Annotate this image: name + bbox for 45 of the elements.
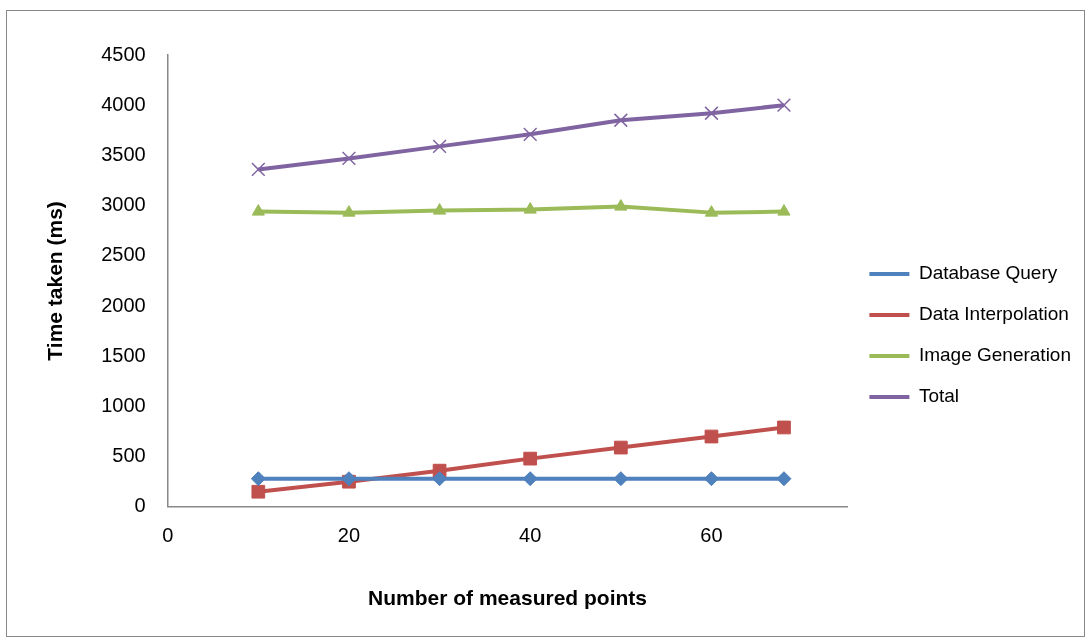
point: [341, 151, 357, 166]
point: [614, 199, 628, 211]
legend-label: Image Generation: [918, 344, 1071, 366]
point: [251, 204, 265, 216]
point: [250, 471, 266, 487]
point: [776, 471, 792, 487]
x-tick-label: 0: [162, 524, 174, 547]
point: [523, 451, 538, 466]
point: [251, 162, 266, 177]
y-tick-label: 1000: [101, 393, 146, 416]
point: [523, 127, 538, 142]
y-tick-label: 1500: [101, 343, 146, 366]
point: [613, 440, 628, 455]
y-tick-label: 0: [134, 494, 146, 517]
point: [776, 98, 792, 113]
point: [704, 429, 719, 444]
point: [522, 471, 538, 487]
y-tick-label: 2500: [101, 243, 146, 266]
point: [704, 106, 719, 121]
point: [703, 471, 719, 487]
y-tick-label: 3500: [101, 142, 146, 165]
point: [613, 113, 628, 128]
point: [777, 420, 791, 435]
legend-label: Database Query: [918, 262, 1058, 284]
y-tick-label: 4500: [101, 42, 146, 65]
legend-label: Total: [918, 385, 960, 407]
point: [342, 205, 356, 217]
point: [523, 202, 537, 214]
point: [432, 471, 448, 487]
x-tick-label: 40: [519, 524, 542, 547]
point: [613, 471, 629, 487]
legend-label: Data Interpolation: [918, 303, 1069, 325]
y-tick-label: 3000: [101, 193, 146, 216]
y-tick-label: 4000: [101, 92, 146, 115]
x-tick-label: 20: [337, 524, 361, 547]
point: [704, 205, 719, 217]
point: [432, 139, 447, 154]
point: [777, 204, 791, 216]
point: [433, 203, 447, 215]
x-axis-title: Number of measured points: [368, 586, 647, 610]
y-tick-label: 500: [112, 444, 146, 467]
y-tick-label: 2000: [101, 293, 146, 316]
x-tick-label: 60: [700, 524, 723, 547]
point: [251, 484, 266, 499]
y-axis-title: Time taken (ms): [43, 201, 67, 361]
